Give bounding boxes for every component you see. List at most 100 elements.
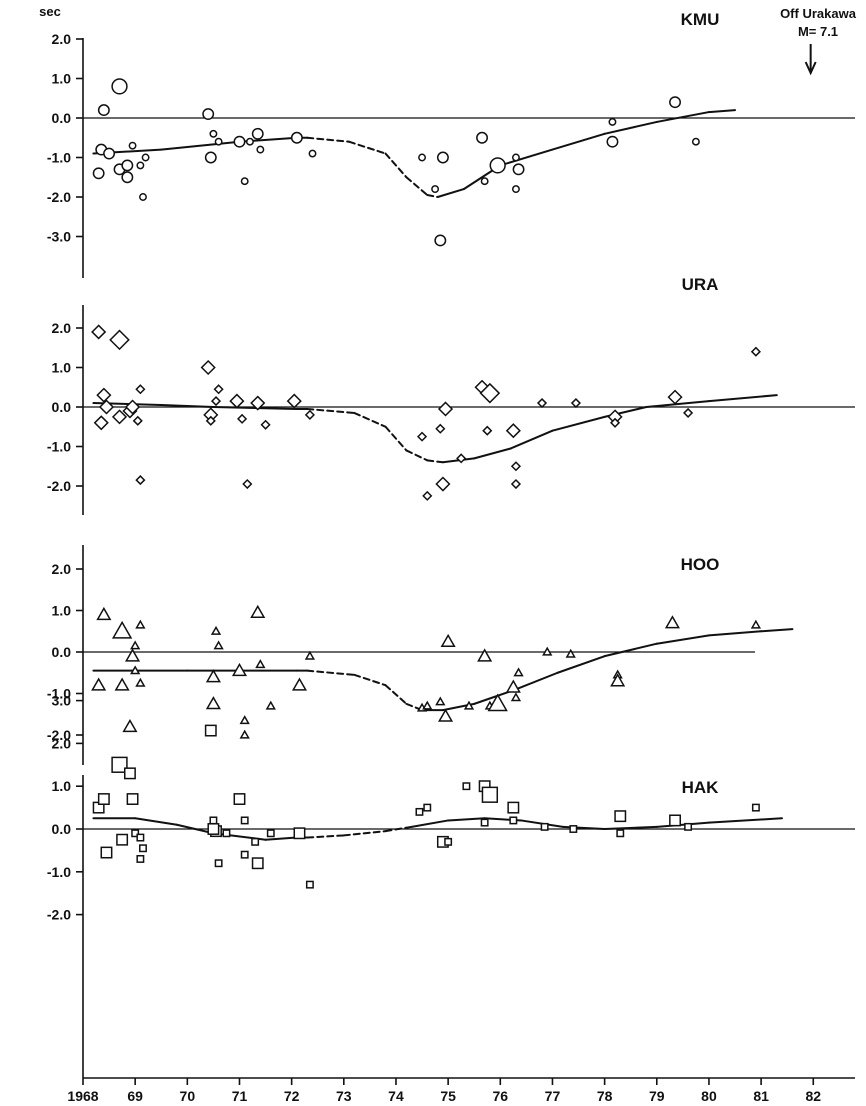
data-point xyxy=(91,324,107,340)
y-tick-label: -2.0 xyxy=(47,189,71,205)
y-tick-label: 0.0 xyxy=(52,399,72,415)
data-point xyxy=(205,696,221,710)
trend-segment xyxy=(603,642,658,658)
annotation-arrow-head xyxy=(804,61,817,76)
data-point xyxy=(305,880,314,889)
data-point xyxy=(213,640,224,650)
trend-segment xyxy=(707,817,783,824)
data-point xyxy=(476,131,488,144)
data-point xyxy=(139,193,147,201)
trend-segment xyxy=(405,449,429,462)
trend-segment xyxy=(306,669,356,676)
data-point xyxy=(126,793,139,805)
panel-title: HOO xyxy=(681,555,720,574)
data-point xyxy=(128,141,137,150)
data-point xyxy=(435,423,446,434)
data-point xyxy=(510,692,522,702)
data-point xyxy=(507,801,520,814)
data-point xyxy=(91,677,107,691)
y-tick-label: 1.0 xyxy=(52,71,72,87)
data-point xyxy=(111,78,128,95)
trend-segment xyxy=(760,628,794,633)
data-point xyxy=(683,407,694,418)
data-point xyxy=(251,837,260,846)
data-point xyxy=(213,384,224,395)
trend-segment xyxy=(384,152,408,179)
trend-segment xyxy=(342,830,387,837)
data-point xyxy=(97,793,110,805)
data-point xyxy=(233,793,246,805)
trend-segment xyxy=(655,111,710,123)
trend-segment xyxy=(426,459,444,464)
trend-segment xyxy=(473,447,512,460)
data-point xyxy=(436,151,449,164)
data-point xyxy=(304,650,316,660)
data-point xyxy=(614,810,627,823)
trend-segment xyxy=(306,407,356,414)
data-point xyxy=(210,396,222,407)
data-point xyxy=(250,604,266,619)
trend-segment xyxy=(447,817,486,822)
data-point xyxy=(422,700,433,710)
x-tick-label: 75 xyxy=(440,1088,456,1104)
data-point xyxy=(750,346,761,357)
y-tick-label: 2.0 xyxy=(52,561,72,577)
x-tick-label: 1968 xyxy=(67,1088,98,1104)
trend-segment xyxy=(514,671,559,691)
data-point xyxy=(209,816,218,825)
y-tick-label: 2.0 xyxy=(52,31,72,47)
trend-segment xyxy=(306,136,351,143)
trend-segment xyxy=(499,148,554,167)
data-point xyxy=(482,425,493,436)
data-point xyxy=(250,395,266,411)
annotation-line-1: Off Urakawa xyxy=(780,6,857,21)
data-point xyxy=(505,423,521,439)
data-point xyxy=(511,153,520,162)
data-point xyxy=(124,399,141,415)
data-point xyxy=(131,829,140,838)
data-point xyxy=(123,767,136,780)
y-tick-label: 2.0 xyxy=(52,735,72,751)
data-point xyxy=(136,855,145,863)
data-point xyxy=(513,667,524,677)
data-point xyxy=(437,708,454,722)
data-point xyxy=(100,846,113,859)
panels: KMU 2.0 1.0 0.0 -1.0 -2.0 -3.0 URA 2.0 1.0 0.0 -1.0… xyxy=(47,10,855,1078)
data-point xyxy=(116,833,129,846)
data-point xyxy=(570,397,581,409)
data-point xyxy=(96,387,112,403)
data-point xyxy=(489,157,506,174)
trend-segment xyxy=(603,825,658,830)
data-point xyxy=(122,718,138,733)
trend-segment xyxy=(384,825,413,833)
data-point xyxy=(440,633,456,648)
data-point xyxy=(462,782,471,791)
data-point xyxy=(231,662,248,677)
data-point xyxy=(204,724,217,737)
y-tick-label: -3.0 xyxy=(47,229,71,245)
data-point xyxy=(240,177,249,186)
x-tick-label: 76 xyxy=(493,1088,509,1104)
data-point xyxy=(293,827,306,840)
y-tick-label: 3.0 xyxy=(52,693,72,709)
y-tick-label: 0.0 xyxy=(52,644,72,660)
panel-title: KMU xyxy=(681,10,720,29)
data-point xyxy=(542,646,553,656)
x-tick-label: 73 xyxy=(336,1088,352,1104)
data-point xyxy=(135,619,146,629)
trend-segment xyxy=(348,140,387,155)
y-tick-label: 0.0 xyxy=(52,110,72,126)
data-point xyxy=(214,137,223,146)
y-tick-label: 0.0 xyxy=(52,821,72,837)
annotation-line-2: M= 7.1 xyxy=(798,24,838,39)
trend-segment xyxy=(405,176,429,197)
y-tick-label: -2.0 xyxy=(47,727,71,743)
data-point xyxy=(251,127,264,140)
data-point xyxy=(233,135,246,148)
data-point xyxy=(139,844,147,853)
data-point xyxy=(130,665,141,675)
data-point xyxy=(255,659,266,669)
panel-title: URA xyxy=(682,275,719,294)
data-point xyxy=(418,153,427,162)
data-point xyxy=(222,829,231,838)
